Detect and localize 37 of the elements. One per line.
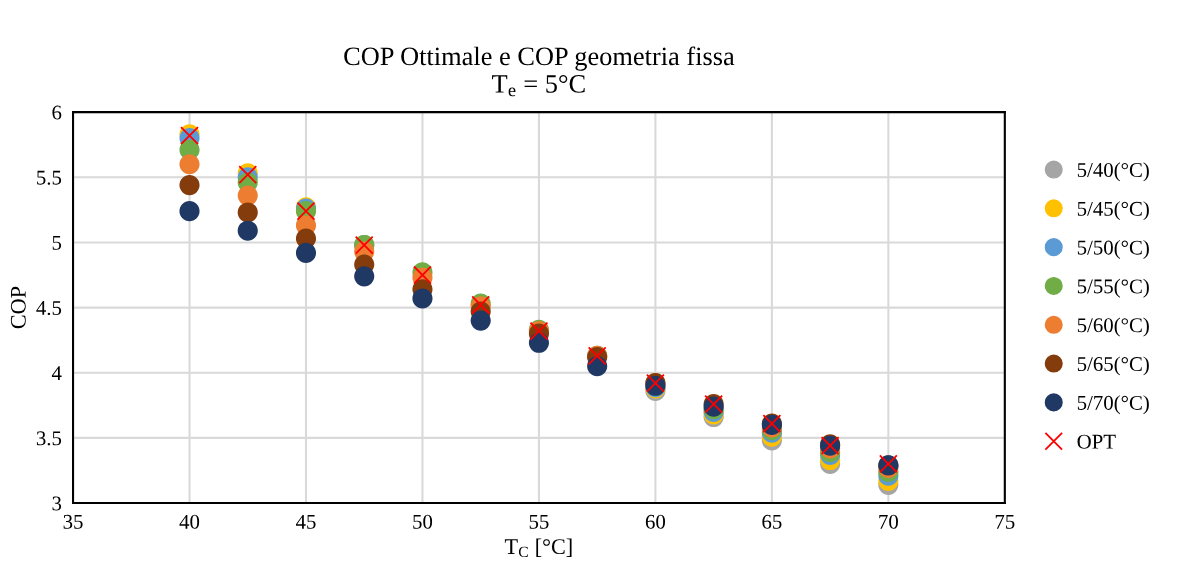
point bbox=[412, 288, 433, 309]
legend-label: 5/50(°C) bbox=[1077, 239, 1149, 259]
legend-label: 5/60(°C) bbox=[1077, 317, 1149, 337]
x-tick-label: 50 bbox=[413, 514, 433, 529]
point bbox=[237, 185, 258, 206]
x-tick-label: 35 bbox=[63, 514, 83, 529]
legend-label: OPT bbox=[1077, 434, 1116, 449]
y-tick-label: 4.5 bbox=[36, 301, 62, 316]
point bbox=[179, 175, 200, 196]
legend-label: 5/70(°C) bbox=[1077, 395, 1149, 415]
x-tick-label: 55 bbox=[529, 514, 549, 529]
x-tick-label: 65 bbox=[762, 514, 782, 529]
legend-label: 5/65(°C) bbox=[1077, 356, 1149, 376]
x-tick-label: 40 bbox=[179, 514, 200, 529]
point bbox=[237, 220, 258, 241]
x-tick-label: 45 bbox=[295, 514, 316, 529]
y-tick-label: 4 bbox=[51, 366, 62, 380]
y-tick-label: 3 bbox=[52, 496, 62, 511]
x-tick-label: 75 bbox=[995, 514, 1015, 529]
point bbox=[237, 202, 258, 223]
x-axis-title: T$_{C}$ [°C] bbox=[504, 538, 572, 558]
chart-title: COP Ottimale e COP geometria fissa T$_{e}$ = 5°C bbox=[344, 46, 735, 97]
y-tick-label: 6 bbox=[52, 105, 62, 120]
legend-label: 5/40(°C) bbox=[1077, 162, 1149, 182]
point bbox=[179, 154, 200, 175]
y-tick-label: 3.5 bbox=[36, 431, 62, 446]
y-axis-title: COP bbox=[10, 286, 26, 329]
point bbox=[354, 266, 375, 287]
legend-label: 5/45(°C) bbox=[1077, 201, 1149, 221]
legend-label: 5/55(°C) bbox=[1077, 278, 1149, 298]
x-tick-label: 60 bbox=[645, 514, 666, 529]
point bbox=[470, 310, 491, 331]
point bbox=[295, 242, 317, 263]
y-tick-label: 5 bbox=[52, 236, 62, 250]
point bbox=[179, 201, 200, 222]
y-tick-label: 5.5 bbox=[37, 170, 62, 185]
x-tick-label: 70 bbox=[879, 514, 898, 529]
